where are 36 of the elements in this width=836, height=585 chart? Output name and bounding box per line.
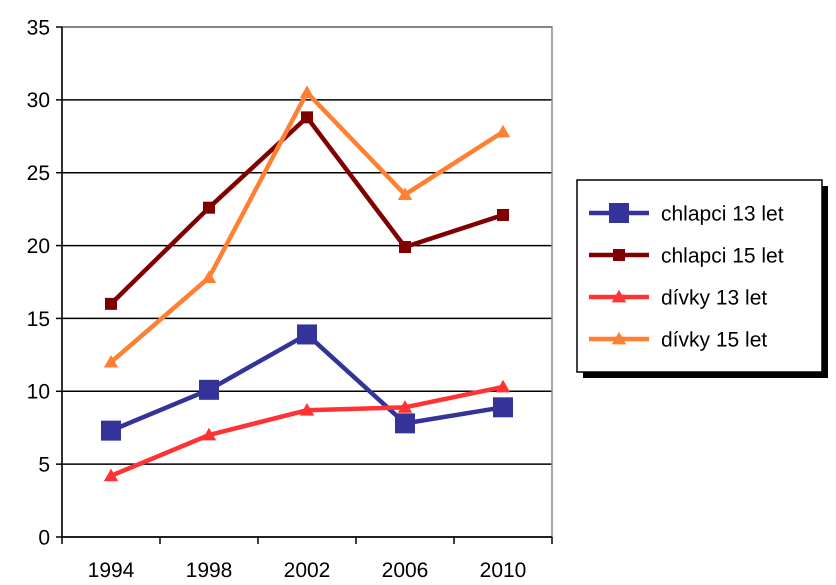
point (105, 298, 117, 310)
point (395, 413, 415, 434)
legend-label: chlapci 13 let (661, 202, 784, 226)
point (202, 270, 216, 284)
y-tick-label: 5 (38, 453, 50, 476)
y-tick-label: 30 (26, 89, 50, 112)
x-tick-label: 1998 (186, 559, 232, 582)
y-tick-label: 25 (26, 162, 50, 186)
x-tick-label: 1994 (88, 559, 135, 582)
point (497, 208, 509, 221)
x-tick-label: 2002 (284, 559, 330, 582)
y-tick-label: 0 (38, 526, 50, 550)
x-tick-label: 2006 (382, 559, 428, 582)
point (496, 380, 510, 392)
legend-label: dívky 15 let (661, 328, 768, 352)
point (300, 85, 314, 98)
point (101, 420, 121, 441)
point (493, 397, 513, 418)
point (199, 380, 219, 400)
point (398, 187, 412, 200)
point (301, 111, 313, 124)
point (297, 324, 317, 344)
point (202, 428, 216, 440)
point (104, 354, 118, 368)
point (104, 468, 118, 482)
point (300, 403, 314, 416)
point (398, 400, 412, 413)
y-tick-label: 20 (26, 234, 50, 258)
legend-label: chlapci 15 let (661, 244, 784, 268)
legend-label: dívky 13 let (661, 286, 768, 310)
y-tick-label: 15 (26, 308, 50, 331)
y-tick-label: 35 (26, 16, 50, 40)
y-tick-label: 10 (26, 380, 50, 404)
point (203, 202, 215, 214)
point (399, 241, 411, 254)
x-tick-label: 2010 (480, 559, 526, 582)
